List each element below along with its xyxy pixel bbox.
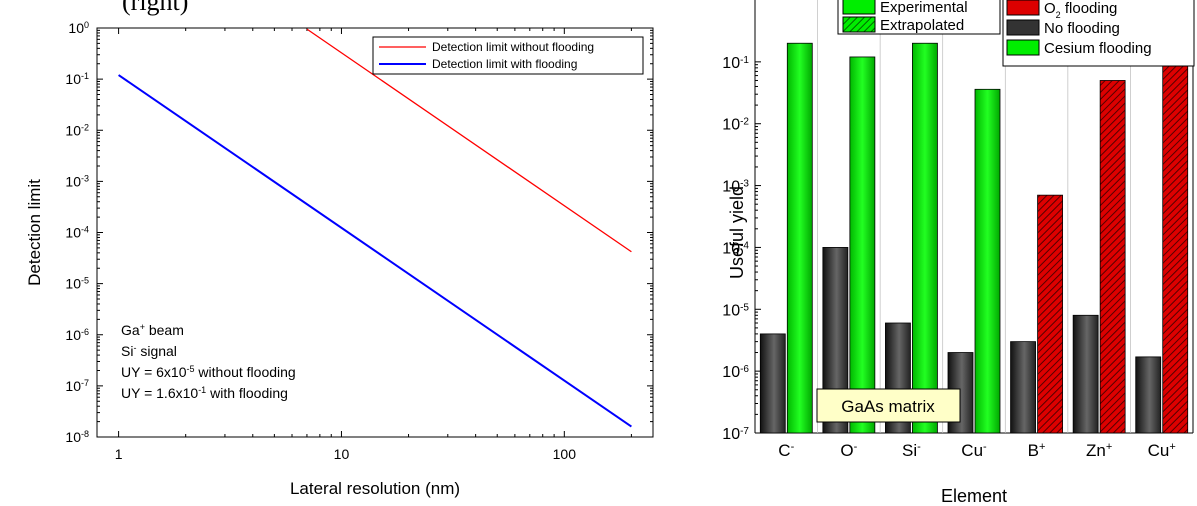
legend-flood-label: No flooding bbox=[1044, 20, 1120, 37]
annotation-4: UY = 1.6x10-1 with flooding bbox=[121, 385, 288, 401]
bar-flooding bbox=[786, 42, 813, 434]
y-tick-label: 10-1 bbox=[65, 71, 89, 87]
matrix-label-box: GaAs matrix bbox=[816, 388, 961, 423]
bar-flooding bbox=[1162, 61, 1189, 434]
series-line-2 bbox=[118, 74, 632, 428]
x-tick-label: Zn+ bbox=[1086, 441, 1112, 460]
bar-no-flooding bbox=[1135, 356, 1162, 434]
legend-flood-swatch bbox=[1006, 39, 1040, 56]
y-axis-title: Detection limit bbox=[25, 179, 44, 286]
x-tick-label: Cu+ bbox=[1148, 441, 1176, 460]
x-tick-label: Cu- bbox=[961, 441, 987, 460]
useful-yield-chart: 10-1 10-2 10-3 10-4 10-5 10-6 10-7 C- O- Si- Cu- B+… bbox=[722, 0, 1195, 506]
y-tick-label: 10-7 bbox=[65, 378, 89, 394]
x-tick-label: O- bbox=[840, 441, 857, 460]
y-tick-label: 10-5 bbox=[722, 302, 749, 320]
x-tick-label: 10 bbox=[334, 446, 350, 462]
y-tick-label: 10-6 bbox=[722, 364, 749, 382]
y-tick-label: 10-4 bbox=[722, 240, 749, 258]
bar-no-flooding bbox=[759, 333, 786, 434]
x-axis-title: Element bbox=[941, 486, 1007, 506]
y-tick-label: 10-7 bbox=[722, 426, 749, 444]
y-tick-label: 10-8 bbox=[65, 429, 89, 445]
x-tick-label: 100 bbox=[553, 446, 577, 462]
x-axis-title: Lateral resolution (nm) bbox=[290, 479, 460, 498]
x-tick-label: 1 bbox=[115, 446, 123, 462]
matrix-label: GaAs matrix bbox=[841, 397, 935, 416]
y-tick-label: 10-1 bbox=[722, 54, 749, 72]
y-tick-label: 10-6 bbox=[65, 327, 89, 343]
panel-label: (right) bbox=[122, 0, 189, 16]
x-tick-label: Si- bbox=[902, 441, 921, 460]
bar-flooding bbox=[974, 88, 1001, 434]
bar-flooding bbox=[912, 42, 938, 434]
bar-flooding bbox=[1099, 80, 1126, 434]
detection-limit-chart: 100 10-1 10-2 10-3 10-4 10-5 10-6 10-7 10-8 1 10 10… bbox=[25, 20, 654, 498]
y-tick-label: 10-5 bbox=[65, 276, 89, 292]
y-tick-label: 100 bbox=[68, 20, 89, 36]
legend-label: Detection limit without flooding bbox=[432, 40, 594, 54]
matrix-label-bg bbox=[816, 388, 961, 423]
annotation-3: UY = 6x10-5 without flooding bbox=[121, 364, 296, 380]
legend-fill-label: Experimental bbox=[880, 0, 968, 16]
y-tick-label: 10-3 bbox=[722, 178, 749, 196]
bar-no-flooding bbox=[1072, 314, 1099, 434]
legend-fill-swatch bbox=[842, 16, 876, 33]
legend-flood-label: O2 flooding bbox=[1044, 0, 1117, 20]
legend-label: Detection limit with flooding bbox=[432, 57, 577, 71]
bar-no-flooding bbox=[1010, 341, 1036, 434]
legend-flood-swatch bbox=[1006, 0, 1040, 16]
bar-flooding bbox=[1037, 194, 1063, 434]
y-tick-label: 10-2 bbox=[65, 122, 89, 138]
legend-fill-swatch bbox=[842, 0, 876, 15]
legend-flood-label: Cesium flooding bbox=[1044, 40, 1152, 57]
x-tick-label: C- bbox=[778, 441, 794, 460]
legend-box bbox=[372, 36, 644, 75]
annotation-1: Ga+ beam bbox=[121, 322, 184, 338]
y-tick-label: 10-2 bbox=[722, 116, 749, 134]
y-axis-title: Useful yield bbox=[727, 186, 747, 279]
y-tick-label: 10-3 bbox=[65, 173, 89, 189]
x-tick-label: B+ bbox=[1028, 441, 1046, 460]
bar-flooding bbox=[849, 56, 876, 434]
legend-fill-label: Extrapolated bbox=[880, 17, 964, 34]
series-line-1 bbox=[306, 28, 632, 253]
legend-flood-swatch bbox=[1006, 19, 1040, 36]
y-tick-label: 10-4 bbox=[65, 225, 89, 241]
annotation-2: Si- signal bbox=[121, 343, 177, 359]
